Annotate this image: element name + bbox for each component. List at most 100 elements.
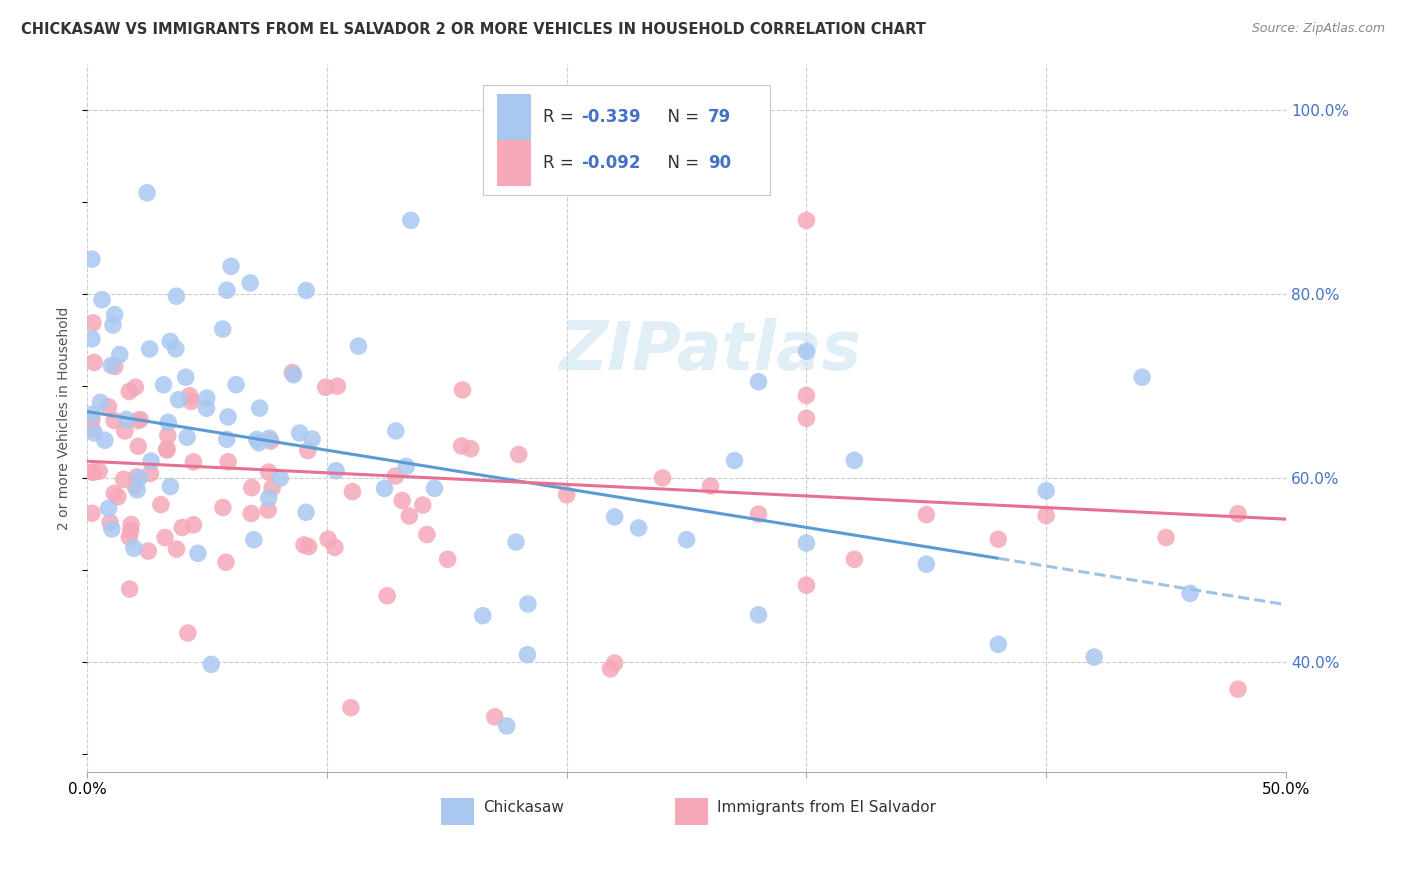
Point: [436, 552, 458, 566]
Point: [1035, 508, 1057, 523]
Point: [1083, 650, 1105, 665]
Point: [107, 490, 129, 504]
Point: [240, 507, 263, 521]
Point: [225, 377, 247, 392]
Point: [124, 380, 146, 394]
Text: R =: R =: [543, 154, 579, 172]
Point: [292, 538, 315, 552]
Text: ZIPatlas: ZIPatlas: [560, 318, 862, 384]
Point: [599, 662, 621, 676]
Point: [177, 626, 200, 640]
Point: [796, 388, 818, 402]
Point: [172, 520, 194, 534]
FancyBboxPatch shape: [498, 95, 530, 140]
Point: [315, 380, 337, 394]
Point: [127, 413, 149, 427]
Point: [450, 439, 472, 453]
Point: [399, 213, 422, 227]
Point: [219, 260, 242, 274]
Text: -0.339: -0.339: [581, 108, 641, 126]
Point: [112, 472, 135, 486]
Text: CHICKASAW VS IMMIGRANTS FROM EL SALVADOR 2 OR MORE VEHICLES IN HOUSEHOLD CORRELA: CHICKASAW VS IMMIGRANTS FROM EL SALVADOR…: [21, 22, 927, 37]
Point: [149, 498, 172, 512]
Point: [104, 359, 127, 374]
Text: N =: N =: [657, 154, 704, 172]
Point: [108, 348, 131, 362]
Point: [342, 484, 364, 499]
Point: [297, 443, 319, 458]
Point: [120, 524, 142, 538]
Point: [129, 412, 152, 426]
Point: [91, 293, 114, 307]
Point: [80, 465, 103, 479]
Point: [211, 322, 233, 336]
Point: [165, 289, 187, 303]
Point: [249, 401, 271, 416]
Point: [195, 391, 218, 405]
Point: [183, 517, 205, 532]
Point: [1130, 370, 1153, 384]
FancyBboxPatch shape: [498, 140, 530, 186]
Point: [212, 500, 235, 515]
Point: [166, 542, 188, 557]
Point: [89, 464, 111, 478]
Point: [1178, 586, 1201, 600]
Point: [80, 413, 103, 427]
Point: [156, 442, 179, 456]
Point: [118, 530, 141, 544]
Point: [118, 582, 141, 596]
Point: [97, 501, 120, 516]
Point: [295, 505, 318, 519]
Text: 79: 79: [709, 108, 731, 126]
Point: [127, 483, 149, 497]
Point: [101, 522, 124, 536]
Point: [156, 428, 179, 442]
Point: [200, 657, 222, 672]
Point: [627, 177, 650, 191]
FancyBboxPatch shape: [482, 86, 770, 195]
Text: N =: N =: [657, 108, 704, 126]
Point: [179, 389, 201, 403]
Point: [80, 332, 103, 346]
Point: [347, 339, 370, 353]
Point: [505, 535, 527, 549]
Point: [1035, 483, 1057, 498]
Point: [215, 555, 238, 569]
Point: [747, 607, 769, 622]
Point: [283, 368, 305, 382]
Text: Source: ZipAtlas.com: Source: ZipAtlas.com: [1251, 22, 1385, 36]
Point: [373, 482, 395, 496]
Point: [122, 541, 145, 556]
Point: [1227, 507, 1250, 521]
Point: [298, 540, 321, 554]
Point: [139, 467, 162, 481]
Point: [257, 465, 280, 479]
Point: [796, 344, 818, 359]
Point: [239, 276, 262, 290]
Point: [97, 400, 120, 414]
Point: [240, 481, 263, 495]
Point: [247, 435, 270, 450]
Point: [118, 384, 141, 399]
Point: [89, 395, 111, 409]
Point: [747, 375, 769, 389]
Point: [103, 486, 125, 500]
Point: [259, 431, 281, 445]
Point: [127, 439, 149, 453]
Point: [1154, 531, 1177, 545]
Point: [375, 589, 398, 603]
Point: [156, 443, 179, 458]
Point: [398, 508, 420, 523]
Point: [603, 656, 626, 670]
Point: [340, 700, 363, 714]
Point: [80, 422, 103, 436]
Point: [423, 481, 446, 495]
Point: [288, 425, 311, 440]
FancyBboxPatch shape: [441, 798, 474, 825]
FancyBboxPatch shape: [675, 798, 709, 825]
Point: [120, 517, 142, 532]
Point: [167, 392, 190, 407]
Point: [484, 710, 506, 724]
Text: 90: 90: [709, 154, 731, 172]
Point: [174, 370, 197, 384]
